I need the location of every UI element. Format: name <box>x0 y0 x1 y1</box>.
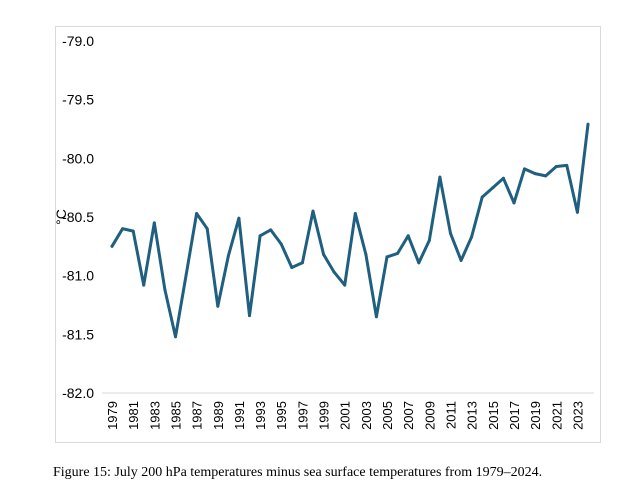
data-point <box>205 227 209 231</box>
data-point <box>575 210 579 214</box>
data-point <box>385 255 389 259</box>
data-point <box>174 335 177 339</box>
series-line <box>110 122 590 339</box>
data-point <box>491 186 495 190</box>
data-point <box>332 270 336 274</box>
x-tick-label: 2003 <box>359 401 374 430</box>
line-chart: °C -79.0 -79.5 -80.0 -80.5 -81.0 -81.5 -82.0 1… <box>53 33 594 430</box>
x-tick-label: 2021 <box>549 401 564 430</box>
x-tick-label: 2011 <box>443 401 458 429</box>
x-tick-label: 1985 <box>168 401 183 430</box>
x-tick-label: 1987 <box>190 401 205 430</box>
x-tick-label: 2007 <box>401 401 416 430</box>
x-tick-label: 2017 <box>507 401 522 430</box>
data-point <box>110 244 114 248</box>
data-point <box>163 288 167 292</box>
data-point <box>364 253 368 256</box>
x-tick-label: 2023 <box>570 401 585 430</box>
x-tick-label: 1979 <box>105 401 120 430</box>
data-point <box>586 122 590 126</box>
data-point <box>396 251 400 255</box>
data-point <box>258 234 262 238</box>
data-point <box>554 165 558 168</box>
x-tick-label: 1999 <box>317 401 332 430</box>
data-points <box>110 122 590 339</box>
chart-area: °C -79.0 -79.5 -80.0 -80.5 -81.0 -81.5 -82.0 1… <box>53 26 601 443</box>
data-point <box>290 266 294 269</box>
y-axis-ticks: -79.0 -79.5 -80.0 -80.5 -81.0 -81.5 -82.0 <box>62 33 94 401</box>
data-point <box>152 221 156 225</box>
x-tick-label: 1993 <box>253 401 268 430</box>
data-point <box>343 283 347 287</box>
x-tick-label: 1997 <box>295 401 310 430</box>
figure-caption: Figure 15: July 200 hPa temperatures min… <box>53 465 543 480</box>
x-tick-label: 2013 <box>465 401 480 430</box>
data-point <box>470 235 474 239</box>
y-axis-label: °C <box>56 209 69 225</box>
data-point <box>322 253 326 256</box>
data-point <box>279 242 283 246</box>
x-tick-label: 2019 <box>528 401 543 430</box>
data-point <box>438 175 442 179</box>
data-point <box>480 195 484 199</box>
data-point <box>121 227 125 231</box>
x-axis-ticks: 1979 1981 1983 1985 1987 1989 1991 1993 1995 1997… <box>105 401 585 430</box>
data-point <box>565 163 569 167</box>
y-tick-label: -79.5 <box>62 92 94 108</box>
x-tick-label: 2009 <box>422 401 437 430</box>
x-tick-label: 1991 <box>232 401 247 430</box>
data-point <box>216 304 220 308</box>
data-point <box>184 274 188 278</box>
data-point <box>406 234 410 238</box>
y-tick-label: -81.5 <box>62 326 94 342</box>
x-tick-label: 1981 <box>126 401 141 430</box>
y-tick-label: -80.0 <box>62 150 94 166</box>
x-tick-label: 1989 <box>211 401 226 430</box>
data-point <box>237 216 241 220</box>
data-point <box>195 212 199 215</box>
data-point <box>427 239 431 242</box>
data-point <box>248 314 251 318</box>
data-point <box>533 172 537 176</box>
data-point <box>131 229 135 233</box>
data-point <box>523 167 526 171</box>
data-point <box>311 209 315 213</box>
x-tick-label: 2015 <box>486 401 501 430</box>
x-tick-label: 1983 <box>147 401 162 430</box>
data-point <box>300 261 304 265</box>
y-tick-label: -82.0 <box>62 385 94 401</box>
x-tick-label: 2005 <box>380 401 395 430</box>
data-point <box>449 231 452 235</box>
data-point <box>501 176 505 180</box>
y-tick-label: -80.5 <box>62 209 94 225</box>
y-tick-label: -79.0 <box>62 33 94 49</box>
data-point <box>226 254 230 258</box>
data-point <box>374 315 378 319</box>
y-tick-label: -81.0 <box>62 268 94 284</box>
data-point <box>512 201 516 205</box>
data-point <box>142 283 146 287</box>
data-point <box>269 228 273 232</box>
data-point <box>353 212 357 215</box>
x-tick-label: 1995 <box>274 401 289 430</box>
data-point <box>459 258 463 262</box>
data-point <box>417 261 421 265</box>
data-point <box>544 174 548 178</box>
x-tick-label: 2001 <box>338 401 353 430</box>
